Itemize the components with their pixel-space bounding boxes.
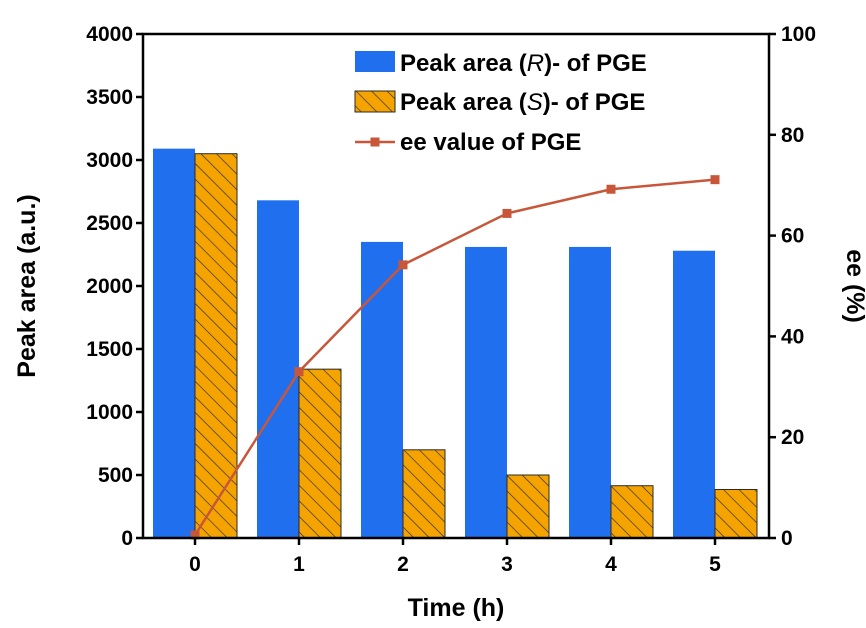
y-tick-label-3500: 3500 [86, 86, 133, 109]
y-tick-label-2000: 2000 [86, 275, 133, 298]
bar-s-3 [506, 474, 550, 539]
legend: Peak area (R)- of PGE Peak area (S)- of … [354, 50, 647, 156]
bar-r-2 [361, 241, 403, 538]
x-tick-label-0: 0 [189, 553, 201, 576]
bar-r-5 [673, 250, 715, 538]
y2-tick-label-20: 20 [781, 426, 804, 449]
ee-line [193, 178, 716, 536]
bars-group [153, 148, 758, 539]
bar-s-0 [194, 153, 238, 539]
bar-r-3 [465, 246, 507, 538]
y-tick-label-1500: 1500 [86, 338, 133, 361]
y-tick-label-1000: 1000 [86, 401, 133, 424]
bar-r-1 [257, 200, 299, 538]
bar-s-4 [610, 485, 654, 539]
y2-tick-label-0: 0 [781, 527, 793, 550]
bar-r-4 [569, 246, 611, 538]
y2-tick-label-100: 100 [781, 23, 816, 46]
y2-tick-label-40: 40 [781, 325, 804, 348]
bar-s-1 [298, 368, 342, 539]
x-tick-label-1: 1 [293, 553, 305, 576]
y-tick-label-2500: 2500 [86, 212, 133, 235]
ee-point-3 [502, 208, 512, 218]
legend-swatch-r [355, 51, 395, 72]
x-tick-label-5: 5 [709, 553, 721, 576]
ee-point-2 [398, 260, 408, 270]
ee-line-group [190, 175, 720, 540]
y2-tick-label-80: 80 [781, 124, 804, 147]
y-tick-label-500: 500 [98, 464, 133, 487]
axes-group: 0500100015002000250030003500400002040608… [86, 23, 816, 576]
x-tick-label-3: 3 [501, 553, 513, 576]
legend-label-s: Peak area (S)- of PGE [400, 89, 645, 116]
bar-s-2 [402, 449, 446, 539]
legend-label-r: Peak area (R)- of PGE [400, 50, 647, 77]
ee-point-4 [606, 184, 616, 194]
y2-tick-label-60: 60 [781, 225, 804, 248]
y-tick-label-4000: 4000 [86, 23, 133, 46]
legend-label-ee: ee value of PGE [400, 129, 581, 156]
legend-swatch-s [354, 90, 396, 113]
x-tick-label-2: 2 [397, 553, 409, 576]
y-axis-title: Peak area (a.u.) [13, 194, 41, 377]
x-tick-label-4: 4 [605, 553, 617, 576]
y-tick-label-0: 0 [121, 527, 133, 550]
bar-s-5 [714, 488, 758, 539]
y2-axis-title: ee (%) [841, 249, 866, 323]
ee-point-1 [294, 367, 304, 377]
ee-point-0 [190, 530, 200, 540]
ee-point-5 [710, 175, 720, 185]
y-tick-label-3000: 3000 [86, 149, 133, 172]
bar-r-0 [153, 148, 195, 538]
legend-marker-ee [370, 137, 380, 147]
x-axis-title: Time (h) [408, 594, 505, 622]
